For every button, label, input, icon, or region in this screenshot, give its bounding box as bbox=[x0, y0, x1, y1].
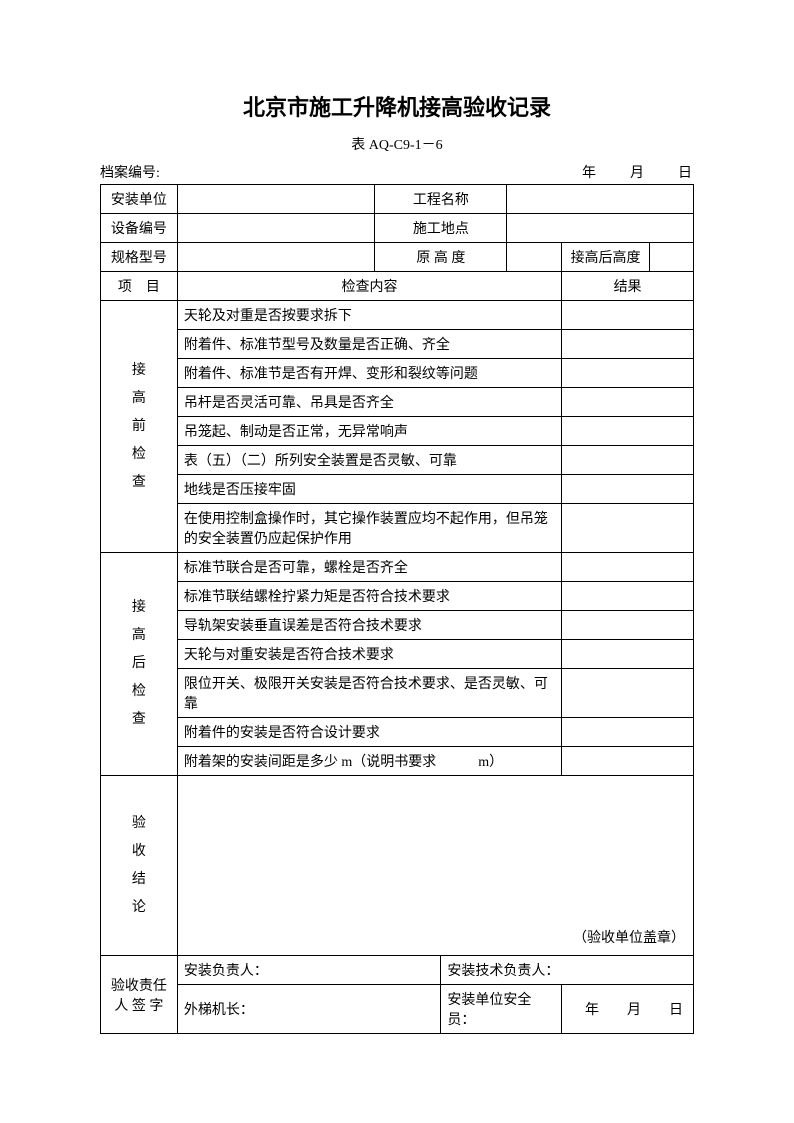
install-unit-value bbox=[177, 185, 375, 214]
precheck-item: 附着件、标准节是否有开焊、变形和裂纹等问题 bbox=[177, 359, 561, 388]
table-row: 在使用控制盒操作时，其它操作装置应均不起作用，但吊笼的安全装置仍应起保护作用 bbox=[101, 504, 694, 553]
table-row: 吊杆是否灵活可靠、吊具是否齐全 bbox=[101, 388, 694, 417]
postcheck-result bbox=[562, 669, 694, 718]
postcheck-result bbox=[562, 718, 694, 747]
table-row: 验收责任人 签 字 安装负责人： 安装技术负责人： bbox=[101, 956, 694, 985]
precheck-result bbox=[562, 417, 694, 446]
postcheck-label: 接高后检查 bbox=[101, 553, 178, 776]
signature-label: 验收责任人 签 字 bbox=[101, 956, 178, 1034]
postcheck-result bbox=[562, 747, 694, 776]
form-code: 表 AQ-C9-1－6 bbox=[100, 134, 694, 154]
page-title: 北京市施工升降机接高验收记录 bbox=[100, 90, 694, 122]
postcheck-item: 附着件的安装是否符合设计要求 bbox=[177, 718, 561, 747]
sig-tech-leader: 安装技术负责人： bbox=[441, 956, 694, 985]
orig-height-label: 原 高 度 bbox=[375, 243, 507, 272]
table-row: 接高前检查 天轮及对重是否按要求拆下 bbox=[101, 301, 694, 330]
precheck-result bbox=[562, 388, 694, 417]
after-height-value bbox=[649, 243, 693, 272]
precheck-item: 地线是否压接牢固 bbox=[177, 475, 561, 504]
col-project: 项 目 bbox=[101, 272, 178, 301]
precheck-item: 天轮及对重是否按要求拆下 bbox=[177, 301, 561, 330]
postcheck-item: 导轨架安装垂直误差是否符合技术要求 bbox=[177, 611, 561, 640]
col-content: 检查内容 bbox=[177, 272, 561, 301]
table-row: 导轨架安装垂直误差是否符合技术要求 bbox=[101, 611, 694, 640]
table-row: 验收结论 （验收单位盖章） bbox=[101, 776, 694, 956]
postcheck-item: 标准节联结螺栓拧紧力矩是否符合技术要求 bbox=[177, 582, 561, 611]
sig-safety-officer: 安装单位安全员： bbox=[441, 985, 562, 1034]
site-value bbox=[507, 214, 694, 243]
precheck-result bbox=[562, 330, 694, 359]
table-row: 标准节联结螺栓拧紧力矩是否符合技术要求 bbox=[101, 582, 694, 611]
install-unit-label: 安装单位 bbox=[101, 185, 178, 214]
postcheck-item: 限位开关、极限开关安装是否符合技术要求、是否灵敏、可靠 bbox=[177, 669, 561, 718]
precheck-result bbox=[562, 475, 694, 504]
table-row: 接高后检查 标准节联合是否可靠，螺栓是否齐全 bbox=[101, 553, 694, 582]
spec-value bbox=[177, 243, 375, 272]
table-row: 地线是否压接牢固 bbox=[101, 475, 694, 504]
after-height-label: 接高后高度 bbox=[562, 243, 650, 272]
table-row: 设备编号 施工地点 bbox=[101, 214, 694, 243]
postcheck-item: 标准节联合是否可靠，螺栓是否齐全 bbox=[177, 553, 561, 582]
precheck-item: 吊杆是否灵活可靠、吊具是否齐全 bbox=[177, 388, 561, 417]
col-result: 结果 bbox=[562, 272, 694, 301]
table-row: 规格型号 原 高 度 接高后高度 bbox=[101, 243, 694, 272]
conclusion-label: 验收结论 bbox=[101, 776, 178, 956]
precheck-item: 表（五）（二）所列安全装置是否灵敏、可靠 bbox=[177, 446, 561, 475]
table-row: 项 目 检查内容 结果 bbox=[101, 272, 694, 301]
postcheck-result bbox=[562, 611, 694, 640]
precheck-result bbox=[562, 446, 694, 475]
table-row: 吊笼起、制动是否正常，无异常响声 bbox=[101, 417, 694, 446]
postcheck-item: 天轮与对重安装是否符合技术要求 bbox=[177, 640, 561, 669]
file-no-label: 档案编号: bbox=[100, 162, 160, 182]
precheck-item: 附着件、标准节型号及数量是否正确、齐全 bbox=[177, 330, 561, 359]
postcheck-result bbox=[562, 553, 694, 582]
table-row: 附着件、标准节型号及数量是否正确、齐全 bbox=[101, 330, 694, 359]
header-line: 档案编号: 年 月 日 bbox=[100, 162, 694, 182]
table-row: 表（五）（二）所列安全装置是否灵敏、可靠 bbox=[101, 446, 694, 475]
orig-height-value bbox=[507, 243, 562, 272]
date-label: 年 月 日 bbox=[582, 162, 694, 182]
postcheck-item: 附着架的安装间距是多少 m（说明书要求 m） bbox=[177, 747, 561, 776]
site-label: 施工地点 bbox=[375, 214, 507, 243]
sig-elevator-chief: 外梯机长： bbox=[177, 985, 441, 1034]
main-table: 安装单位 工程名称 设备编号 施工地点 规格型号 原 高 度 接高后高度 项 目… bbox=[100, 184, 694, 1034]
sig-date: 年 月 日 bbox=[562, 985, 694, 1034]
postcheck-result bbox=[562, 640, 694, 669]
table-row: 附着件、标准节是否有开焊、变形和裂纹等问题 bbox=[101, 359, 694, 388]
precheck-result bbox=[562, 504, 694, 553]
project-name-label: 工程名称 bbox=[375, 185, 507, 214]
table-row: 安装单位 工程名称 bbox=[101, 185, 694, 214]
project-name-value bbox=[507, 185, 694, 214]
precheck-result bbox=[562, 359, 694, 388]
equipment-no-label: 设备编号 bbox=[101, 214, 178, 243]
table-row: 限位开关、极限开关安装是否符合技术要求、是否灵敏、可靠 bbox=[101, 669, 694, 718]
equipment-no-value bbox=[177, 214, 375, 243]
precheck-result bbox=[562, 301, 694, 330]
precheck-label: 接高前检查 bbox=[101, 301, 178, 553]
table-row: 附着件的安装是否符合设计要求 bbox=[101, 718, 694, 747]
conclusion-cell: （验收单位盖章） bbox=[177, 776, 693, 956]
precheck-item: 吊笼起、制动是否正常，无异常响声 bbox=[177, 417, 561, 446]
precheck-item: 在使用控制盒操作时，其它操作装置应均不起作用，但吊笼的安全装置仍应起保护作用 bbox=[177, 504, 561, 553]
table-row: 外梯机长： 安装单位安全员： 年 月 日 bbox=[101, 985, 694, 1034]
postcheck-result bbox=[562, 582, 694, 611]
spec-label: 规格型号 bbox=[101, 243, 178, 272]
sig-install-leader: 安装负责人： bbox=[177, 956, 441, 985]
table-row: 附着架的安装间距是多少 m（说明书要求 m） bbox=[101, 747, 694, 776]
table-row: 天轮与对重安装是否符合技术要求 bbox=[101, 640, 694, 669]
